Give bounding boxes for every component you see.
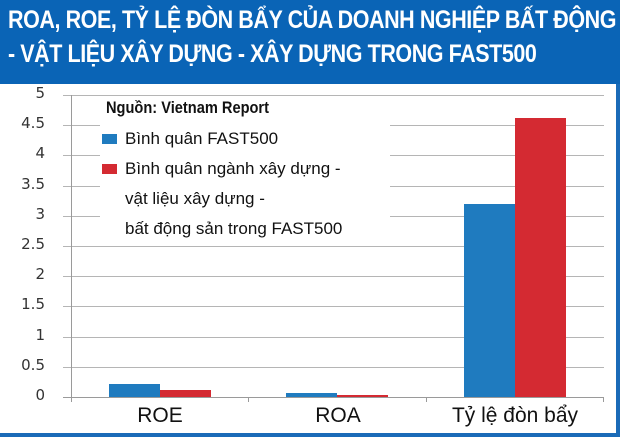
gridline xyxy=(63,337,604,338)
bar-leverage-industry xyxy=(515,118,566,397)
legend-source: Nguồn: Vietnam Report xyxy=(106,98,269,117)
chart-header: ROA, ROE, TỶ LỆ ĐÒN BẨY CỦA DOANH NGHIỆP… xyxy=(0,0,620,84)
plot-area: 5 4.5 4 3.5 3 2.5 2 1.5 1 0.5 0 ROE ROA … xyxy=(0,84,616,433)
legend-label: Bình quân FAST500 xyxy=(125,129,279,148)
legend-label-line-3: bất động sản trong FAST500 xyxy=(125,219,343,238)
y-tick-label: 1 xyxy=(35,326,45,344)
y-tick-label: 2.5 xyxy=(21,235,45,253)
gridline xyxy=(63,246,604,247)
legend: Nguồn: Vietnam Report Bình quân FAST500 … xyxy=(100,98,390,240)
chart-title-line-2: - VẬT LIỆU XÂY DỰNG - XÂY DỰNG TRONG FAS… xyxy=(8,40,537,68)
chart-title-line-1: ROA, ROE, TỶ LỆ ĐÒN BẨY CỦA DOANH NGHIỆP… xyxy=(8,6,620,34)
y-tick-label: 3 xyxy=(35,205,45,223)
y-tick-label: 0 xyxy=(35,386,45,404)
x-tick-mark xyxy=(248,397,249,402)
y-tick-label: 2 xyxy=(35,265,45,283)
x-tick-mark xyxy=(71,397,72,402)
bar-roe-industry xyxy=(160,390,211,397)
legend-label-line-1: Bình quân ngành xây dựng - xyxy=(125,159,341,178)
y-tick-label: 5 xyxy=(35,84,45,102)
x-label-roa: ROA xyxy=(315,404,361,427)
gridline xyxy=(63,276,604,277)
x-tick-mark xyxy=(603,397,604,402)
bar-leverage-fast500 xyxy=(464,204,515,397)
gridline xyxy=(63,367,604,368)
x-axis xyxy=(63,397,604,398)
bar-roa-fast500 xyxy=(286,393,337,397)
bar-roa-industry xyxy=(337,395,388,397)
legend-label-line-2: vật liệu xây dựng - xyxy=(125,189,265,208)
gridline xyxy=(63,306,604,307)
y-tick-label: 3.5 xyxy=(21,175,45,193)
x-label-roe: ROE xyxy=(137,404,183,427)
x-tick-mark xyxy=(426,397,427,402)
y-tick-label: 4.5 xyxy=(21,114,45,132)
y-tick-label: 0.5 xyxy=(21,356,45,374)
x-label-leverage: Tỷ lệ đòn bẩy xyxy=(451,404,579,427)
y-tick-label: 4 xyxy=(35,144,45,162)
y-tick-label: 1.5 xyxy=(21,295,45,313)
y-axis xyxy=(71,95,72,401)
legend-swatch-red xyxy=(102,164,117,174)
legend-swatch-blue xyxy=(102,134,117,144)
gridline xyxy=(63,95,604,96)
bar-roe-fast500 xyxy=(109,384,160,397)
